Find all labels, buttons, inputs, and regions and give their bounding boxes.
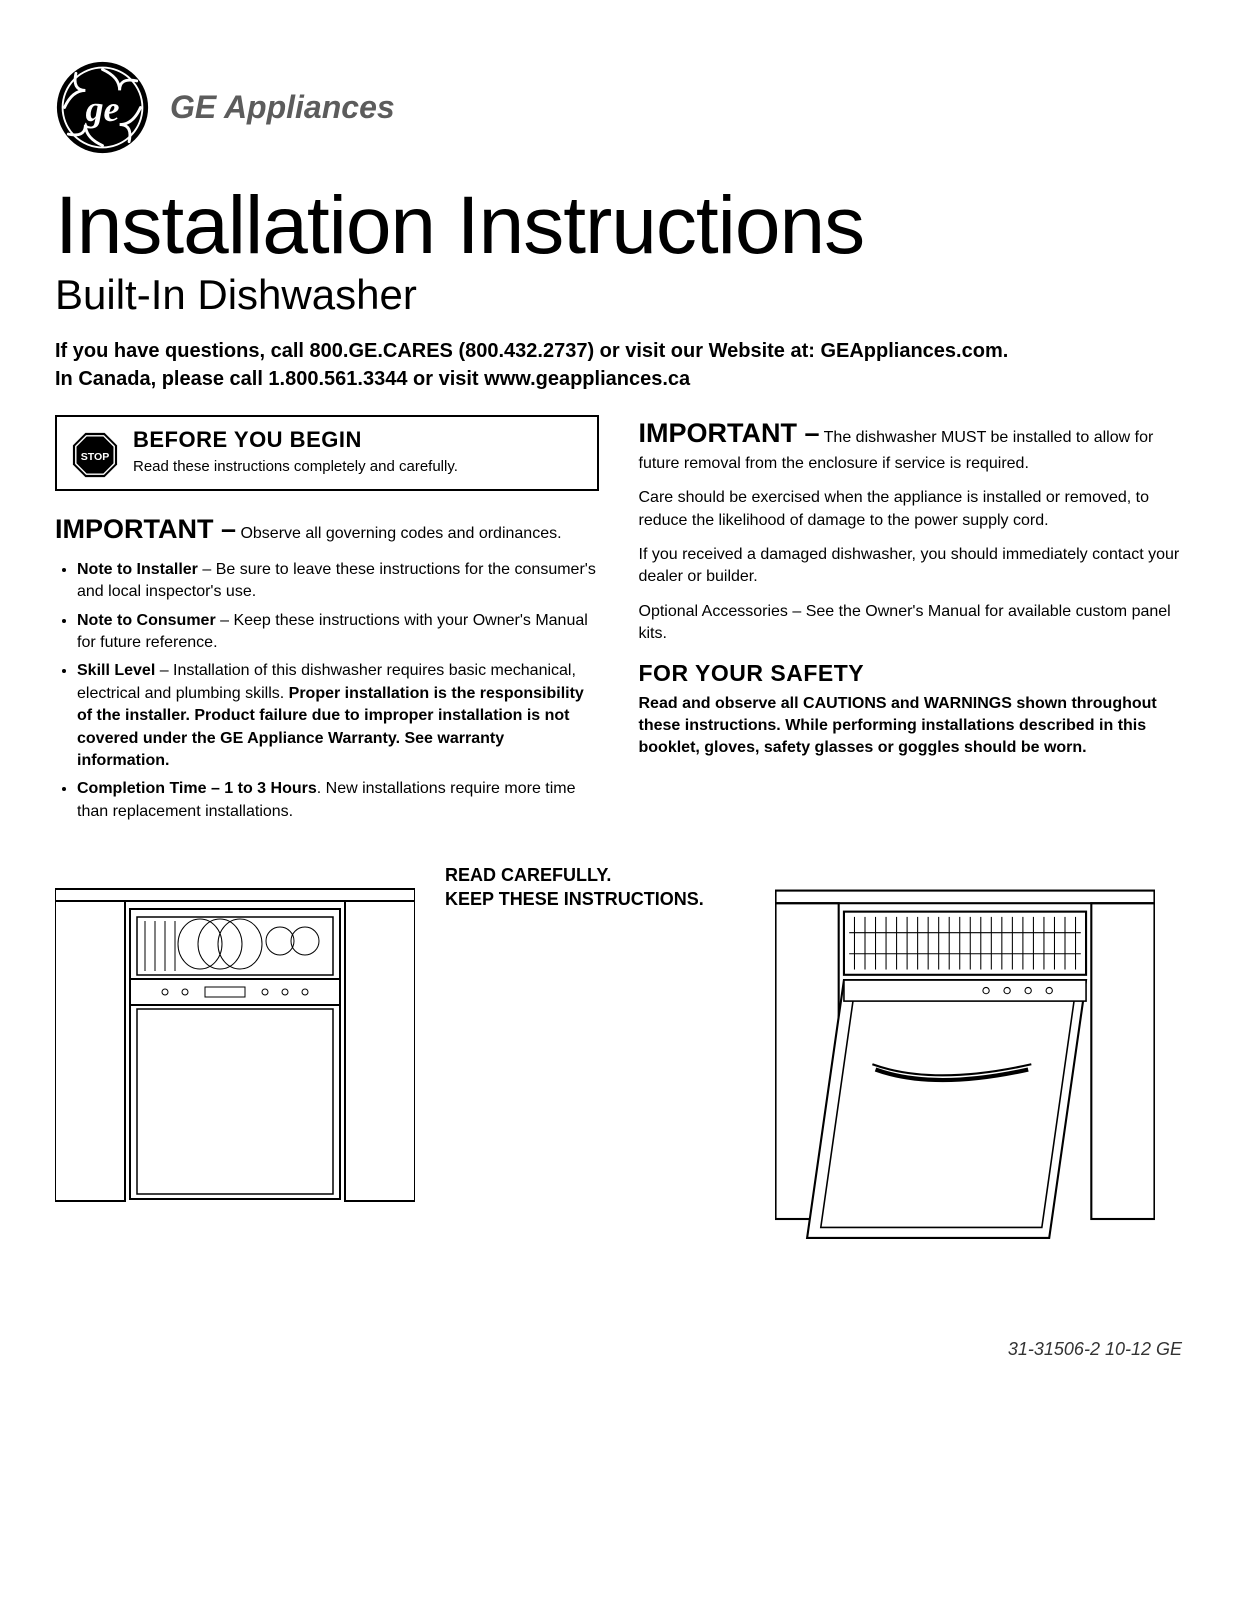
right-important-para: IMPORTANT – The dishwasher MUST be insta… [639, 415, 1183, 475]
svg-text:STOP: STOP [81, 451, 110, 463]
important-lead: IMPORTANT – [55, 514, 236, 544]
brand-label: GE Appliances [170, 89, 395, 126]
before-you-begin-box: STOP BEFORE YOU BEGIN Read these instruc… [55, 415, 599, 491]
dishwasher-front-illustration-icon [55, 859, 415, 1239]
center-note-line-2: KEEP THESE INSTRUCTIONS. [445, 887, 745, 911]
before-body: Read these instructions completely and c… [133, 457, 458, 477]
before-text: BEFORE YOU BEGIN Read these instructions… [133, 427, 458, 477]
bullet-lead: Completion Time – 1 to 3 Hours [77, 780, 317, 797]
right-para-3: If you received a damaged dishwasher, yo… [639, 544, 1183, 589]
important-lead: IMPORTANT – [639, 418, 820, 448]
two-column-section: STOP BEFORE YOU BEGIN Read these instruc… [55, 415, 1182, 829]
ge-logo-icon: ge [55, 60, 150, 155]
right-para-2: Care should be exercised when the applia… [639, 487, 1183, 532]
before-heading: BEFORE YOU BEGIN [133, 427, 458, 453]
contact-block: If you have questions, call 800.GE.CARES… [55, 337, 1182, 393]
bullet-lead: Note to Installer [77, 561, 198, 578]
right-para-4: Optional Accessories – See the Owner's M… [639, 601, 1183, 646]
safety-body: Read and observe all CAUTIONS and WARNIN… [639, 693, 1183, 760]
safety-heading: FOR YOUR SAFETY [639, 660, 1183, 687]
bullet-item: Skill Level – Installation of this dishw… [77, 660, 599, 772]
contact-line-2: In Canada, please call 1.800.561.3344 or… [55, 365, 1182, 393]
header-row: ge GE Appliances [55, 60, 1182, 155]
left-column: STOP BEFORE YOU BEGIN Read these instruc… [55, 415, 599, 829]
bullet-lead: Skill Level [77, 662, 155, 679]
center-note: READ CAREFULLY. KEEP THESE INSTRUCTIONS. [445, 859, 745, 912]
bullet-item: Note to Installer – Be sure to leave the… [77, 559, 599, 604]
images-row: READ CAREFULLY. KEEP THESE INSTRUCTIONS. [55, 859, 1182, 1259]
bullet-item: Completion Time – 1 to 3 Hours. New inst… [77, 778, 599, 823]
center-note-line-1: READ CAREFULLY. [445, 863, 745, 887]
bullet-list: Note to Installer – Be sure to leave the… [55, 559, 599, 823]
main-title: Installation Instructions [55, 185, 1182, 267]
bullet-lead: Note to Consumer [77, 612, 216, 629]
dishwasher-open-illustration-icon [775, 859, 1155, 1259]
right-column: IMPORTANT – The dishwasher MUST be insta… [639, 415, 1183, 829]
important-rest: Observe all governing codes and ordinanc… [236, 525, 562, 542]
subtitle: Built-In Dishwasher [55, 271, 1182, 319]
left-important-para: IMPORTANT – Observe all governing codes … [55, 511, 599, 549]
svg-text:ge: ge [84, 89, 119, 129]
stop-sign-icon: STOP [71, 431, 119, 479]
footer-code: 31-31506-2 10-12 GE [55, 1339, 1182, 1360]
contact-line-1: If you have questions, call 800.GE.CARES… [55, 337, 1182, 365]
bullet-item: Note to Consumer – Keep these instructio… [77, 610, 599, 655]
